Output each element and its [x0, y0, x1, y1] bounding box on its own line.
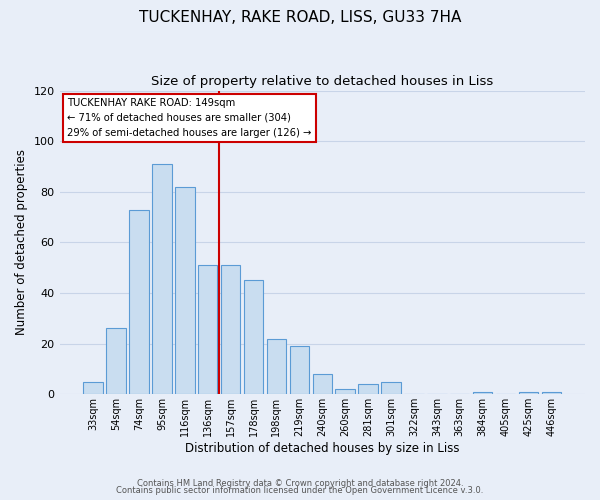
Title: Size of property relative to detached houses in Liss: Size of property relative to detached ho… — [151, 75, 493, 88]
Y-axis label: Number of detached properties: Number of detached properties — [15, 150, 28, 336]
Text: Contains HM Land Registry data © Crown copyright and database right 2024.: Contains HM Land Registry data © Crown c… — [137, 478, 463, 488]
Bar — [473, 392, 493, 394]
Bar — [267, 338, 286, 394]
Bar — [244, 280, 263, 394]
Bar — [83, 382, 103, 394]
Bar — [129, 210, 149, 394]
Bar — [358, 384, 378, 394]
Bar — [221, 265, 241, 394]
Bar — [152, 164, 172, 394]
Bar — [381, 382, 401, 394]
Text: TUCKENHAY RAKE ROAD: 149sqm
← 71% of detached houses are smaller (304)
29% of se: TUCKENHAY RAKE ROAD: 149sqm ← 71% of det… — [67, 98, 312, 138]
Text: Contains public sector information licensed under the Open Government Licence v.: Contains public sector information licen… — [116, 486, 484, 495]
Bar — [106, 328, 126, 394]
Bar — [335, 389, 355, 394]
Bar — [542, 392, 561, 394]
Bar — [313, 374, 332, 394]
Text: TUCKENHAY, RAKE ROAD, LISS, GU33 7HA: TUCKENHAY, RAKE ROAD, LISS, GU33 7HA — [139, 10, 461, 25]
Bar — [198, 265, 217, 394]
Bar — [175, 186, 194, 394]
X-axis label: Distribution of detached houses by size in Liss: Distribution of detached houses by size … — [185, 442, 460, 455]
Bar — [519, 392, 538, 394]
Bar — [290, 346, 309, 395]
